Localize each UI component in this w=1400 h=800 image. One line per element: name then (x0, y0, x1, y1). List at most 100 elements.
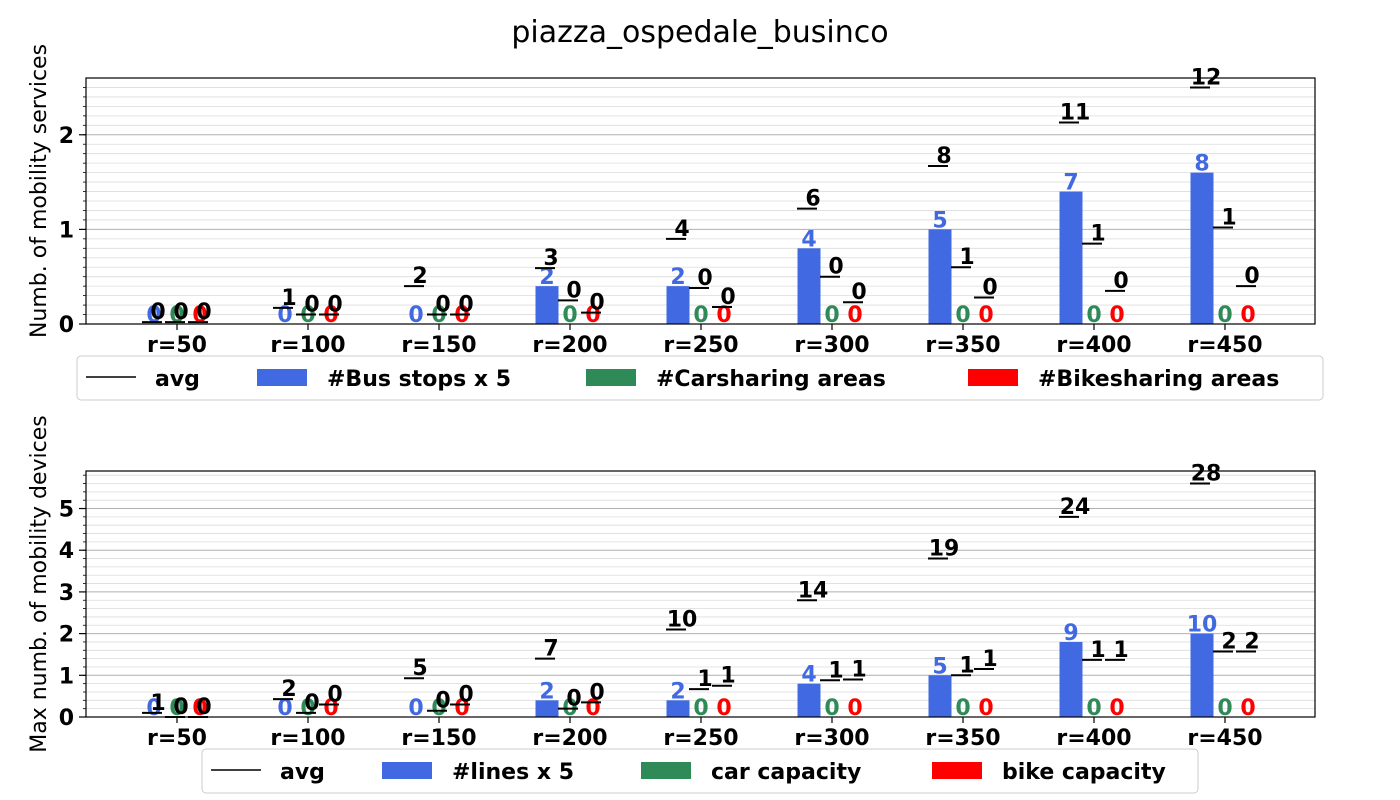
bar-value-label: 0 (1240, 696, 1255, 721)
bar-value-label: 0 (1109, 696, 1124, 721)
y-axis-label: Max numb. of mobility devices (27, 415, 52, 753)
avg-value-label: 0 (720, 285, 735, 310)
bar-value-label: 0 (585, 303, 600, 328)
y-tick-label: 0 (59, 706, 74, 731)
bar-value-label: 0 (323, 696, 338, 721)
x-tick-label: r=250 (663, 726, 738, 751)
bar-value-label: 2 (670, 265, 685, 290)
avg-value-label: 0 (1244, 264, 1259, 289)
avg-value-label: 3 (543, 246, 558, 271)
avg-value-label: 1 (697, 667, 712, 692)
bar-value-label: 0 (978, 696, 993, 721)
avg-value-label: 0 (196, 300, 211, 325)
legend: avg #Bus stops x 5 #Carsharing areas #Bikes… (76, 355, 1324, 401)
avg-value-label: 7 (543, 637, 558, 662)
bar-value-label: 0 (408, 696, 423, 721)
y-tick-label: 3 (59, 581, 74, 606)
avg-value-label: 0 (327, 682, 342, 707)
x-tick-label: r=200 (532, 333, 607, 358)
x-tick-label: r=300 (794, 726, 869, 751)
bar (1059, 641, 1083, 717)
x-tick-label: r=100 (270, 726, 345, 751)
y-tick-label: 4 (59, 539, 74, 564)
bar-value-label: 0 (431, 696, 446, 721)
bar-value-label: 0 (1086, 303, 1101, 328)
bar (797, 248, 821, 324)
avg-value-label: 2 (412, 264, 427, 289)
x-tick-label: r=150 (401, 726, 476, 751)
avg-value-label: 0 (589, 680, 604, 705)
avg-value-label: 0 (697, 266, 712, 291)
bar-value-label: 0 (716, 696, 731, 721)
bar-value-label: 5 (932, 208, 947, 233)
avg-value-label: 2 (1221, 630, 1236, 655)
avg-value-label: 24 (1060, 495, 1091, 520)
x-tick-label: r=450 (1187, 726, 1262, 751)
x-tick-label: r=300 (794, 333, 869, 358)
bar-value-label: 0 (192, 696, 207, 721)
avg-value-label: 0 (458, 293, 473, 318)
avg-value-label: 0 (982, 276, 997, 301)
bar-value-label: 0 (1217, 696, 1232, 721)
plot-frame (85, 470, 1316, 718)
avg-value-label: 1 (1090, 222, 1105, 247)
bar-value-label: 0 (277, 696, 292, 721)
avg-value-label: 0 (435, 293, 450, 318)
avg-value-label: 1 (1090, 638, 1105, 663)
bar-value-label: 0 (1217, 303, 1232, 328)
bar-value-label: 4 (801, 663, 816, 688)
legend-label: car capacity (711, 760, 861, 785)
avg-value-label: 4 (674, 217, 689, 242)
avg-value-label: 5 (412, 656, 427, 681)
legend-label: #lines x 5 (452, 760, 574, 785)
y-tick-label: 5 (59, 498, 74, 523)
bar-value-label: 0 (693, 696, 708, 721)
avg-value-label: 0 (828, 255, 843, 280)
bar-value-label: 7 (1063, 171, 1078, 196)
bar-value-label: 0 (955, 696, 970, 721)
x-tick-label: r=150 (401, 333, 476, 358)
avg-value-label: 1 (959, 653, 974, 678)
legend: avg #lines x 5 car capacity bike capacity (201, 748, 1199, 794)
avg-value-label: 0 (327, 293, 342, 318)
bar-value-label: 0 (1109, 303, 1124, 328)
x-tick-label: r=250 (663, 333, 738, 358)
avg-value-label: 0 (196, 695, 211, 720)
avg-value-label: 0 (458, 682, 473, 707)
bar-value-label: 0 (277, 303, 292, 328)
y-tick-label: 1 (59, 664, 74, 689)
bar (666, 700, 690, 717)
avg-value-label: 2 (281, 677, 296, 702)
avg-value-label: 1 (281, 286, 296, 311)
bar (535, 286, 559, 324)
avg-value-label: 1 (720, 664, 735, 689)
bar-value-label: 0 (300, 696, 315, 721)
bar-value-label: 2 (670, 679, 685, 704)
avg-value-label: 0 (304, 691, 319, 716)
avg-value-label: 0 (566, 687, 581, 712)
avg-value-label: 0 (566, 278, 581, 303)
plot-frame (85, 77, 1316, 325)
avg-value-label: 1 (1221, 205, 1236, 230)
avg-value-label: 1 (982, 647, 997, 672)
legend-label: #Carsharing areas (656, 367, 886, 392)
avg-value-label: 0 (851, 280, 866, 305)
bar-value-label: 8 (1194, 152, 1209, 177)
avg-value-label: 0 (150, 300, 165, 325)
legend-label: avg (155, 367, 200, 392)
bar-value-label: 0 (1086, 696, 1101, 721)
x-tick-label: r=100 (270, 333, 345, 358)
bar (797, 683, 821, 717)
bar-value-label: 0 (454, 696, 469, 721)
bar-value-label: 10 (1187, 613, 1218, 638)
avg-value-label: 0 (173, 300, 188, 325)
x-tick-label: r=350 (925, 726, 1000, 751)
avg-value-label: 6 (805, 187, 820, 212)
avg-value-label: 19 (929, 537, 960, 562)
x-tick-label: r=400 (1056, 726, 1131, 751)
bar-value-label: 0 (169, 696, 184, 721)
bar (1190, 172, 1214, 324)
bar (928, 229, 952, 324)
bar-value-label: 0 (1240, 303, 1255, 328)
